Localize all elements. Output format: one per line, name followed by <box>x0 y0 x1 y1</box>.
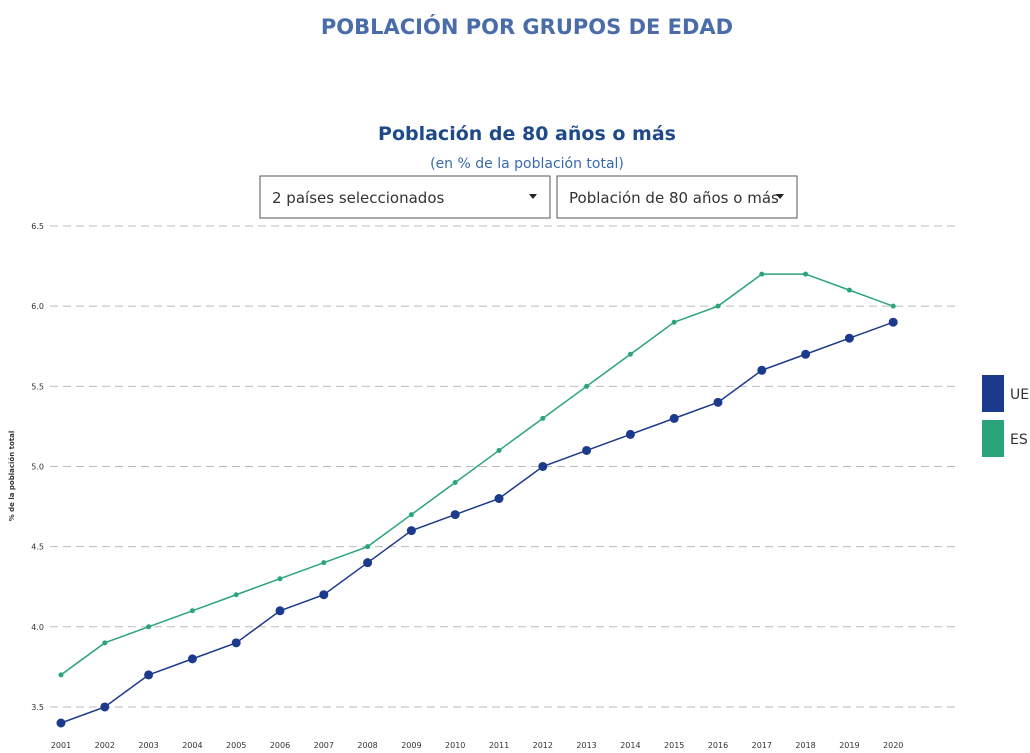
data-point <box>538 461 548 471</box>
x-tick-label: 2017 <box>752 741 772 750</box>
dropdown-caret[interactable] <box>529 194 537 199</box>
data-point <box>846 287 852 293</box>
y-tick-label: 5.0 <box>31 462 44 471</box>
data-point <box>801 349 811 359</box>
y-tick-label: 6.5 <box>31 222 44 231</box>
y-tick-label: 5.5 <box>31 382 44 391</box>
x-tick-label: 2011 <box>489 741 509 750</box>
chart-subtitle: (en % de la población total) <box>430 156 624 172</box>
data-point <box>669 413 679 423</box>
x-tick-label: 2006 <box>270 741 290 750</box>
data-point <box>757 365 767 375</box>
data-point <box>365 544 371 550</box>
indicator-dropdown[interactable]: Población de 80 años o más <box>556 175 798 219</box>
x-tick-label: 2010 <box>445 741 465 750</box>
data-point <box>189 608 195 614</box>
country-dropdown[interactable]: 2 países seleccionados <box>259 175 551 219</box>
data-point <box>187 654 197 664</box>
page-title: POBLACIÓN POR GRUPOS DE EDAD <box>321 14 733 39</box>
x-tick-label: 2020 <box>883 741 903 750</box>
x-tick-label: 2001 <box>51 741 71 750</box>
series-line <box>60 273 894 676</box>
data-point <box>540 415 546 421</box>
x-tick-label: 2014 <box>620 741 640 750</box>
dropdown-text[interactable]: Población de 80 años o más <box>569 189 779 207</box>
y-tick-label: 4.5 <box>31 543 44 552</box>
dropdown-box[interactable] <box>259 175 551 219</box>
x-tick-label: 2018 <box>795 741 815 750</box>
data-point <box>102 640 108 646</box>
dropdown-text[interactable]: 2 países seleccionados <box>272 189 444 207</box>
legend-label: ES <box>1010 432 1028 448</box>
chart-title: Población de 80 años o más <box>378 123 676 145</box>
data-point <box>406 526 416 536</box>
legend-swatch <box>982 375 1004 412</box>
data-point <box>231 638 241 648</box>
data-point <box>888 317 898 327</box>
dropdown-caret[interactable] <box>776 194 784 199</box>
x-tick-label: 2012 <box>533 741 553 750</box>
data-point <box>450 510 460 520</box>
data-point <box>890 303 896 309</box>
data-point <box>408 512 414 518</box>
y-tick-label: 3.5 <box>31 703 44 712</box>
data-point <box>713 397 723 407</box>
data-point <box>582 445 592 455</box>
data-point <box>844 333 854 343</box>
dropdown-box[interactable] <box>556 175 798 219</box>
data-point <box>759 271 765 277</box>
legend-label: UE <box>1010 387 1029 403</box>
data-point <box>715 303 721 309</box>
data-point <box>144 670 154 680</box>
data-point <box>452 480 458 486</box>
x-tick-label: 2003 <box>138 741 158 750</box>
x-tick-label: 2007 <box>314 741 334 750</box>
data-point <box>56 718 66 728</box>
data-point <box>627 351 633 357</box>
x-tick-label: 2013 <box>576 741 596 750</box>
y-tick-label: 6.0 <box>31 302 44 311</box>
data-point <box>100 702 110 712</box>
data-point <box>321 560 327 566</box>
data-point <box>494 494 504 504</box>
data-point <box>671 319 677 325</box>
x-tick-label: 2015 <box>664 741 684 750</box>
data-point <box>146 624 152 630</box>
data-point <box>584 383 590 389</box>
y-tick-label: 4.0 <box>31 623 44 632</box>
x-tick-label: 2008 <box>357 741 377 750</box>
data-point <box>58 672 64 678</box>
data-point <box>319 590 329 600</box>
x-tick-label: 2002 <box>95 741 115 750</box>
data-point <box>275 606 285 616</box>
data-point <box>363 558 373 568</box>
data-point <box>496 447 502 453</box>
x-tick-label: 2019 <box>839 741 859 750</box>
y-axis-label: % de la población total <box>8 431 16 522</box>
x-tick-label: 2016 <box>708 741 728 750</box>
data-point <box>803 271 809 277</box>
series-line <box>60 321 894 724</box>
data-point <box>233 592 239 598</box>
data-point <box>625 429 635 439</box>
x-tick-label: 2004 <box>182 741 202 750</box>
data-point <box>277 576 283 582</box>
x-tick-label: 2005 <box>226 741 246 750</box>
legend-swatch <box>982 420 1004 457</box>
x-tick-label: 2009 <box>401 741 421 750</box>
